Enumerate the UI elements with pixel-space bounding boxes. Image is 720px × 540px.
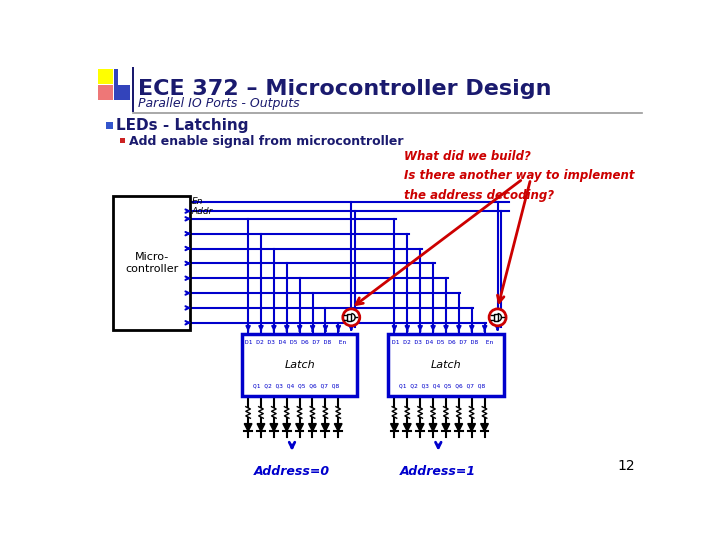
Polygon shape xyxy=(390,423,398,431)
Circle shape xyxy=(343,309,360,326)
Polygon shape xyxy=(403,423,411,431)
Polygon shape xyxy=(309,423,316,431)
Text: Q1 Q2 Q3 Q4 Q5 Q6 Q7 Q8: Q1 Q2 Q3 Q4 Q5 Q6 Q7 Q8 xyxy=(253,383,339,388)
Bar xyxy=(114,69,118,85)
Polygon shape xyxy=(244,423,252,431)
Bar xyxy=(242,334,357,396)
Bar xyxy=(106,122,112,129)
Polygon shape xyxy=(296,423,303,431)
Bar xyxy=(114,85,130,100)
Text: Addr: Addr xyxy=(192,207,213,215)
Text: Latch: Latch xyxy=(431,360,462,370)
Polygon shape xyxy=(455,423,463,431)
Text: Address=0: Address=0 xyxy=(254,465,330,478)
Bar xyxy=(120,138,125,143)
Bar xyxy=(113,195,190,330)
Polygon shape xyxy=(334,423,342,431)
Text: Q1 Q2 Q3 Q4 Q5 Q6 Q7 Q8: Q1 Q2 Q3 Q4 Q5 Q6 Q7 Q8 xyxy=(399,383,485,388)
Text: D1 D2 D3 D4 D5 D6 D7 D8  En: D1 D2 D3 D4 D5 D6 D7 D8 En xyxy=(392,340,492,345)
Polygon shape xyxy=(283,423,291,431)
Text: ECE 372 – Microcontroller Design: ECE 372 – Microcontroller Design xyxy=(138,79,552,99)
Polygon shape xyxy=(481,423,488,431)
Text: Latch: Latch xyxy=(284,360,315,370)
Text: What did we build?
Is there another way to implement
the address decoding?: What did we build? Is there another way … xyxy=(404,150,634,202)
Polygon shape xyxy=(257,423,265,431)
Bar xyxy=(388,334,504,396)
Bar xyxy=(98,69,113,84)
Text: Address=1: Address=1 xyxy=(400,465,477,478)
Polygon shape xyxy=(442,423,450,431)
Polygon shape xyxy=(468,423,475,431)
Polygon shape xyxy=(429,423,437,431)
Circle shape xyxy=(489,309,506,326)
Text: Micro-
controller: Micro- controller xyxy=(125,252,179,274)
Text: Add enable signal from microcontroller: Add enable signal from microcontroller xyxy=(129,134,403,147)
Text: LEDs - Latching: LEDs - Latching xyxy=(117,118,249,133)
Polygon shape xyxy=(322,423,329,431)
Bar xyxy=(132,67,134,112)
Text: 12: 12 xyxy=(617,459,634,473)
Text: Parallel IO Ports - Outputs: Parallel IO Ports - Outputs xyxy=(138,97,300,110)
Bar xyxy=(98,85,113,100)
Text: En: En xyxy=(192,197,204,206)
Text: D1 D2 D3 D4 D5 D6 D7 D8  En: D1 D2 D3 D4 D5 D6 D7 D8 En xyxy=(246,340,346,345)
Polygon shape xyxy=(270,423,278,431)
Polygon shape xyxy=(416,423,424,431)
